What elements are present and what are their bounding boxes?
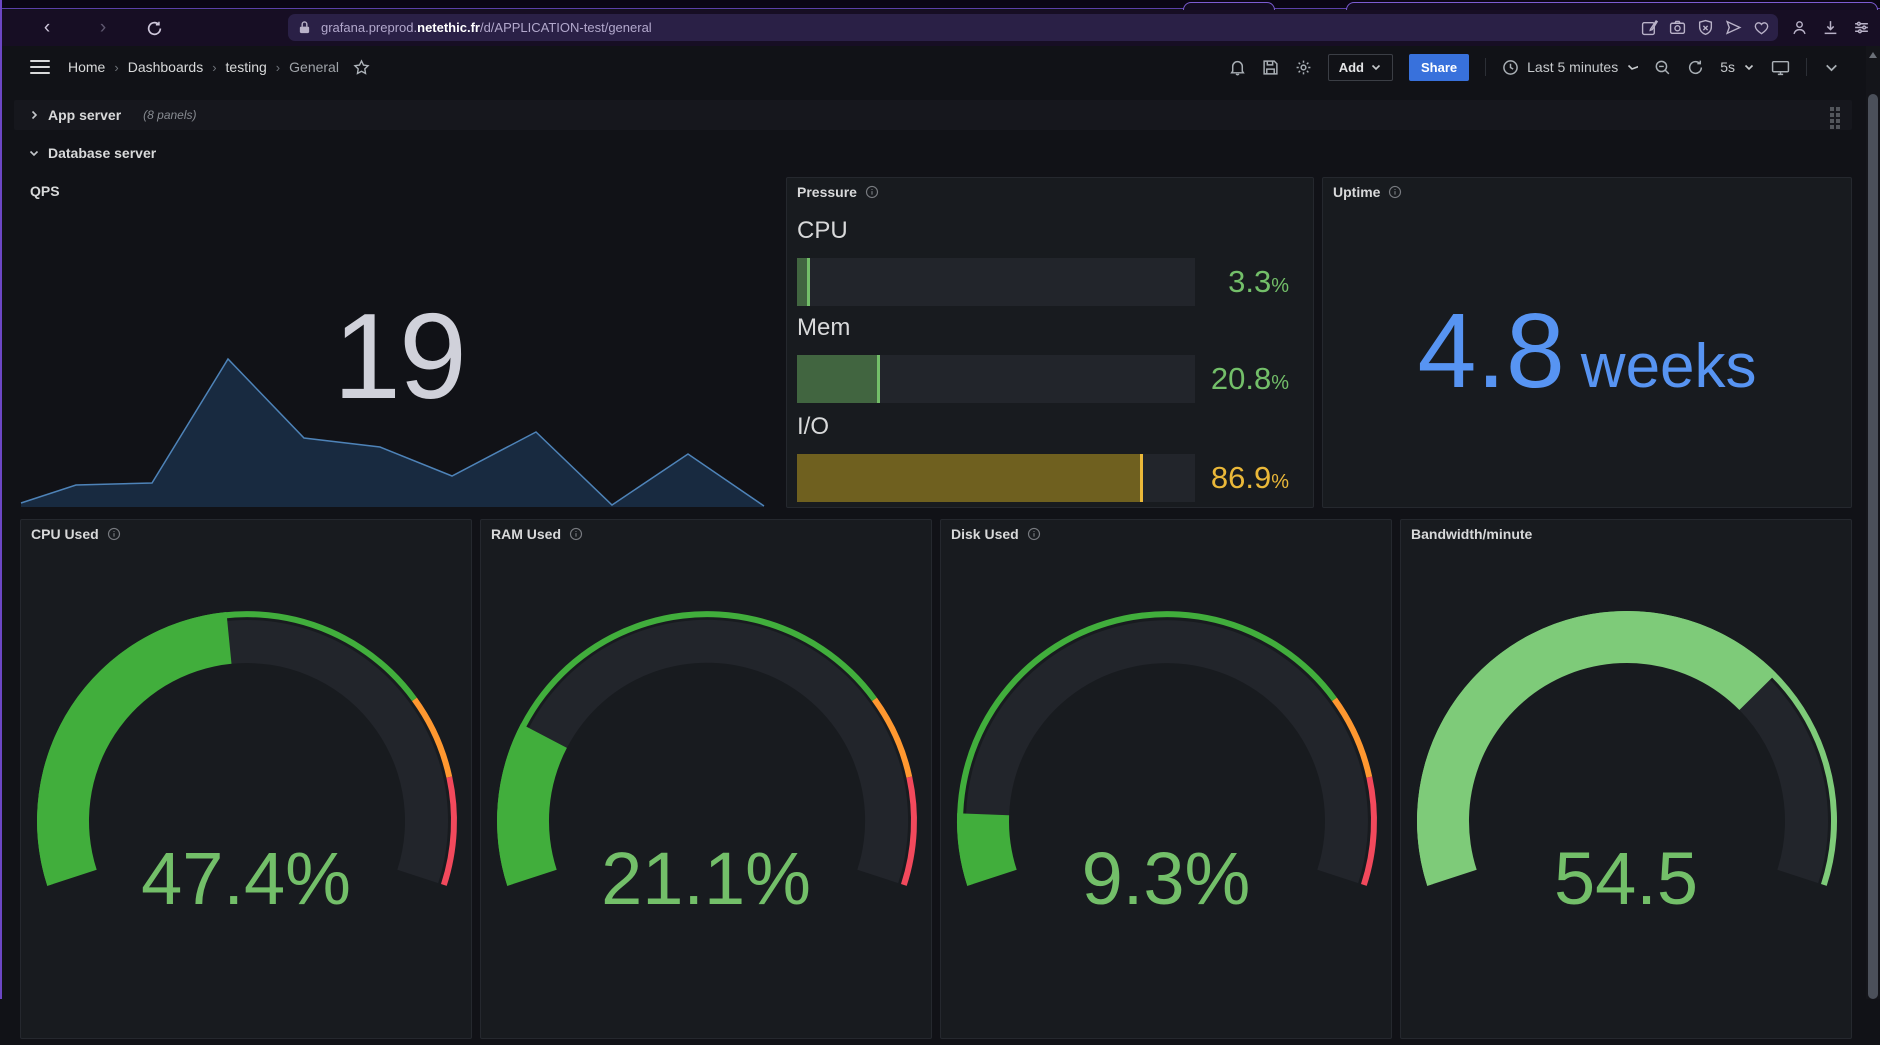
favorite-star-icon[interactable]	[353, 58, 370, 76]
uptime-stat: 4.8 weeks	[1323, 298, 1851, 404]
reload-icon[interactable]	[146, 20, 163, 37]
bar-gauge-fill	[797, 355, 877, 403]
gauge-value: 47.4%	[141, 837, 351, 920]
url-text: grafana.preprod.netethic.fr/d/APPLICATIO…	[321, 20, 652, 35]
panel-gauge-cpu-used[interactable]: CPU Used 47.4%	[20, 519, 472, 1039]
gauge-arc	[37, 611, 457, 886]
bar-gauge-edge	[1140, 454, 1143, 502]
bar-gauge-label: CPU	[797, 217, 848, 244]
row-drag-handle[interactable]	[1830, 107, 1840, 129]
panel-title: Uptime	[1333, 184, 1402, 200]
browser-tab[interactable]	[1183, 2, 1275, 12]
panel-title: QPS	[30, 183, 60, 199]
refresh-dashboard-icon[interactable]	[1687, 59, 1704, 76]
browser-tab-strip	[0, 0, 1880, 12]
scrollbar-thumb[interactable]	[1868, 94, 1878, 999]
panel-gauge-disk-used[interactable]: Disk Used 9.3%	[940, 519, 1392, 1039]
panel-pressure[interactable]: Pressure CPU 3.3% Mem 20.8% I/O 86.9%	[786, 177, 1314, 508]
row-title: Database server	[48, 145, 157, 161]
info-icon[interactable]	[865, 185, 879, 199]
bar-gauge-edge	[807, 258, 810, 306]
window-border	[0, 0, 2, 999]
alerts-bell-icon[interactable]	[1229, 59, 1246, 76]
bar-gauge-track	[797, 258, 1195, 306]
bar-gauge-value: 3.3%	[1228, 264, 1289, 299]
bar-gauge-label: I/O	[797, 413, 830, 440]
browser-settings-icon[interactable]	[1853, 19, 1870, 36]
browser-tab[interactable]	[1346, 2, 1878, 12]
gauge-arc	[497, 611, 917, 886]
clock-icon	[1502, 59, 1519, 76]
row-panel-count: (8 panels)	[143, 108, 197, 122]
back-button[interactable]: ‹	[43, 17, 51, 38]
row-title: App server	[48, 107, 122, 123]
gauge-value: 9.3%	[1081, 837, 1251, 920]
bar-gauge-track	[797, 454, 1195, 502]
row-database-server[interactable]: Database server	[14, 139, 156, 167]
add-button[interactable]: Add	[1327, 53, 1393, 81]
uptime-value: 4.8	[1417, 292, 1565, 410]
gauge-value: 54.5	[1553, 837, 1699, 920]
time-range-picker[interactable]: Last 5 minutes	[1502, 59, 1639, 76]
breadcrumb-dashboards[interactable]: Dashboards	[127, 59, 204, 75]
breadcrumb-testing[interactable]: testing	[225, 59, 267, 75]
downloads-icon[interactable]	[1822, 19, 1839, 36]
screenshot-camera-icon[interactable]	[1669, 19, 1686, 36]
grafana-toolbar: Home › Dashboards › testing › General Ad…	[2, 46, 1866, 88]
forward-button[interactable]: ›	[99, 17, 107, 38]
bar-gauge-label: Mem	[797, 314, 851, 341]
bar-gauge-edge	[877, 355, 880, 403]
zoom-out-time-icon[interactable]	[1654, 59, 1671, 76]
edit-page-icon[interactable]	[1641, 19, 1658, 36]
breadcrumb-home[interactable]: Home	[68, 59, 106, 75]
page-scrollbar[interactable]	[1866, 46, 1880, 999]
menu-toggle-icon[interactable]	[30, 56, 50, 78]
shield-block-icon[interactable]	[1697, 19, 1714, 36]
refresh-interval-picker[interactable]: 5s	[1720, 59, 1755, 75]
panel-title: CPU Used	[31, 526, 121, 542]
browser-toolbar: ‹ › grafana.preprod.netethic.fr/d/APPLIC…	[0, 10, 1880, 46]
bar-gauge-track	[797, 355, 1195, 403]
info-icon[interactable]	[1388, 185, 1402, 199]
gauge-arc	[956, 611, 1377, 886]
panel-title: Disk Used	[951, 526, 1041, 542]
lock-icon	[298, 20, 311, 35]
gauge-value: 21.1%	[601, 837, 811, 920]
info-icon[interactable]	[107, 527, 121, 541]
bar-gauge-value: 20.8%	[1210, 361, 1289, 396]
panel-gauge-ram-used[interactable]: RAM Used 21.1%	[480, 519, 932, 1039]
chevron-down-icon	[29, 150, 39, 157]
breadcrumb-general: General	[289, 59, 339, 75]
qps-stat-value: 19	[333, 288, 467, 424]
info-icon[interactable]	[1027, 527, 1041, 541]
cycle-view-monitor-icon[interactable]	[1771, 59, 1790, 76]
chevron-right-icon	[31, 110, 38, 120]
panel-uptime[interactable]: Uptime 4.8 weeks	[1322, 177, 1852, 508]
breadcrumb: Home › Dashboards › testing › General	[68, 59, 339, 75]
panel-title: Bandwidth/minute	[1411, 526, 1533, 542]
bar-gauge-value: 86.9%	[1210, 460, 1289, 495]
save-dashboard-icon[interactable]	[1262, 59, 1279, 76]
scrollbar-up-arrow[interactable]	[1869, 52, 1877, 58]
share-button[interactable]: Share	[1409, 53, 1470, 81]
bar-gauge-fill	[797, 258, 807, 306]
bookmark-heart-icon[interactable]	[1753, 19, 1770, 36]
address-bar[interactable]: grafana.preprod.netethic.fr/d/APPLICATIO…	[288, 14, 1778, 41]
info-icon[interactable]	[569, 527, 583, 541]
collapse-toolbar-chevron-icon[interactable]	[1823, 59, 1840, 76]
row-app-server[interactable]: App server (8 panels)	[14, 100, 1852, 130]
qps-sparkline	[20, 357, 765, 507]
dashboard-settings-gear-icon[interactable]	[1295, 59, 1312, 76]
gauge-arc	[1417, 610, 1837, 886]
send-icon[interactable]	[1725, 19, 1742, 36]
profile-icon[interactable]	[1791, 19, 1808, 36]
panel-gauge-bandwidth-minute[interactable]: Bandwidth/minute 54.5	[1400, 519, 1852, 1039]
bar-gauge-fill	[797, 454, 1140, 502]
uptime-unit: weeks	[1580, 332, 1757, 401]
panel-title: RAM Used	[491, 526, 583, 542]
panel-title: Pressure	[797, 184, 879, 200]
panel-qps[interactable]: QPS 19	[20, 177, 778, 508]
